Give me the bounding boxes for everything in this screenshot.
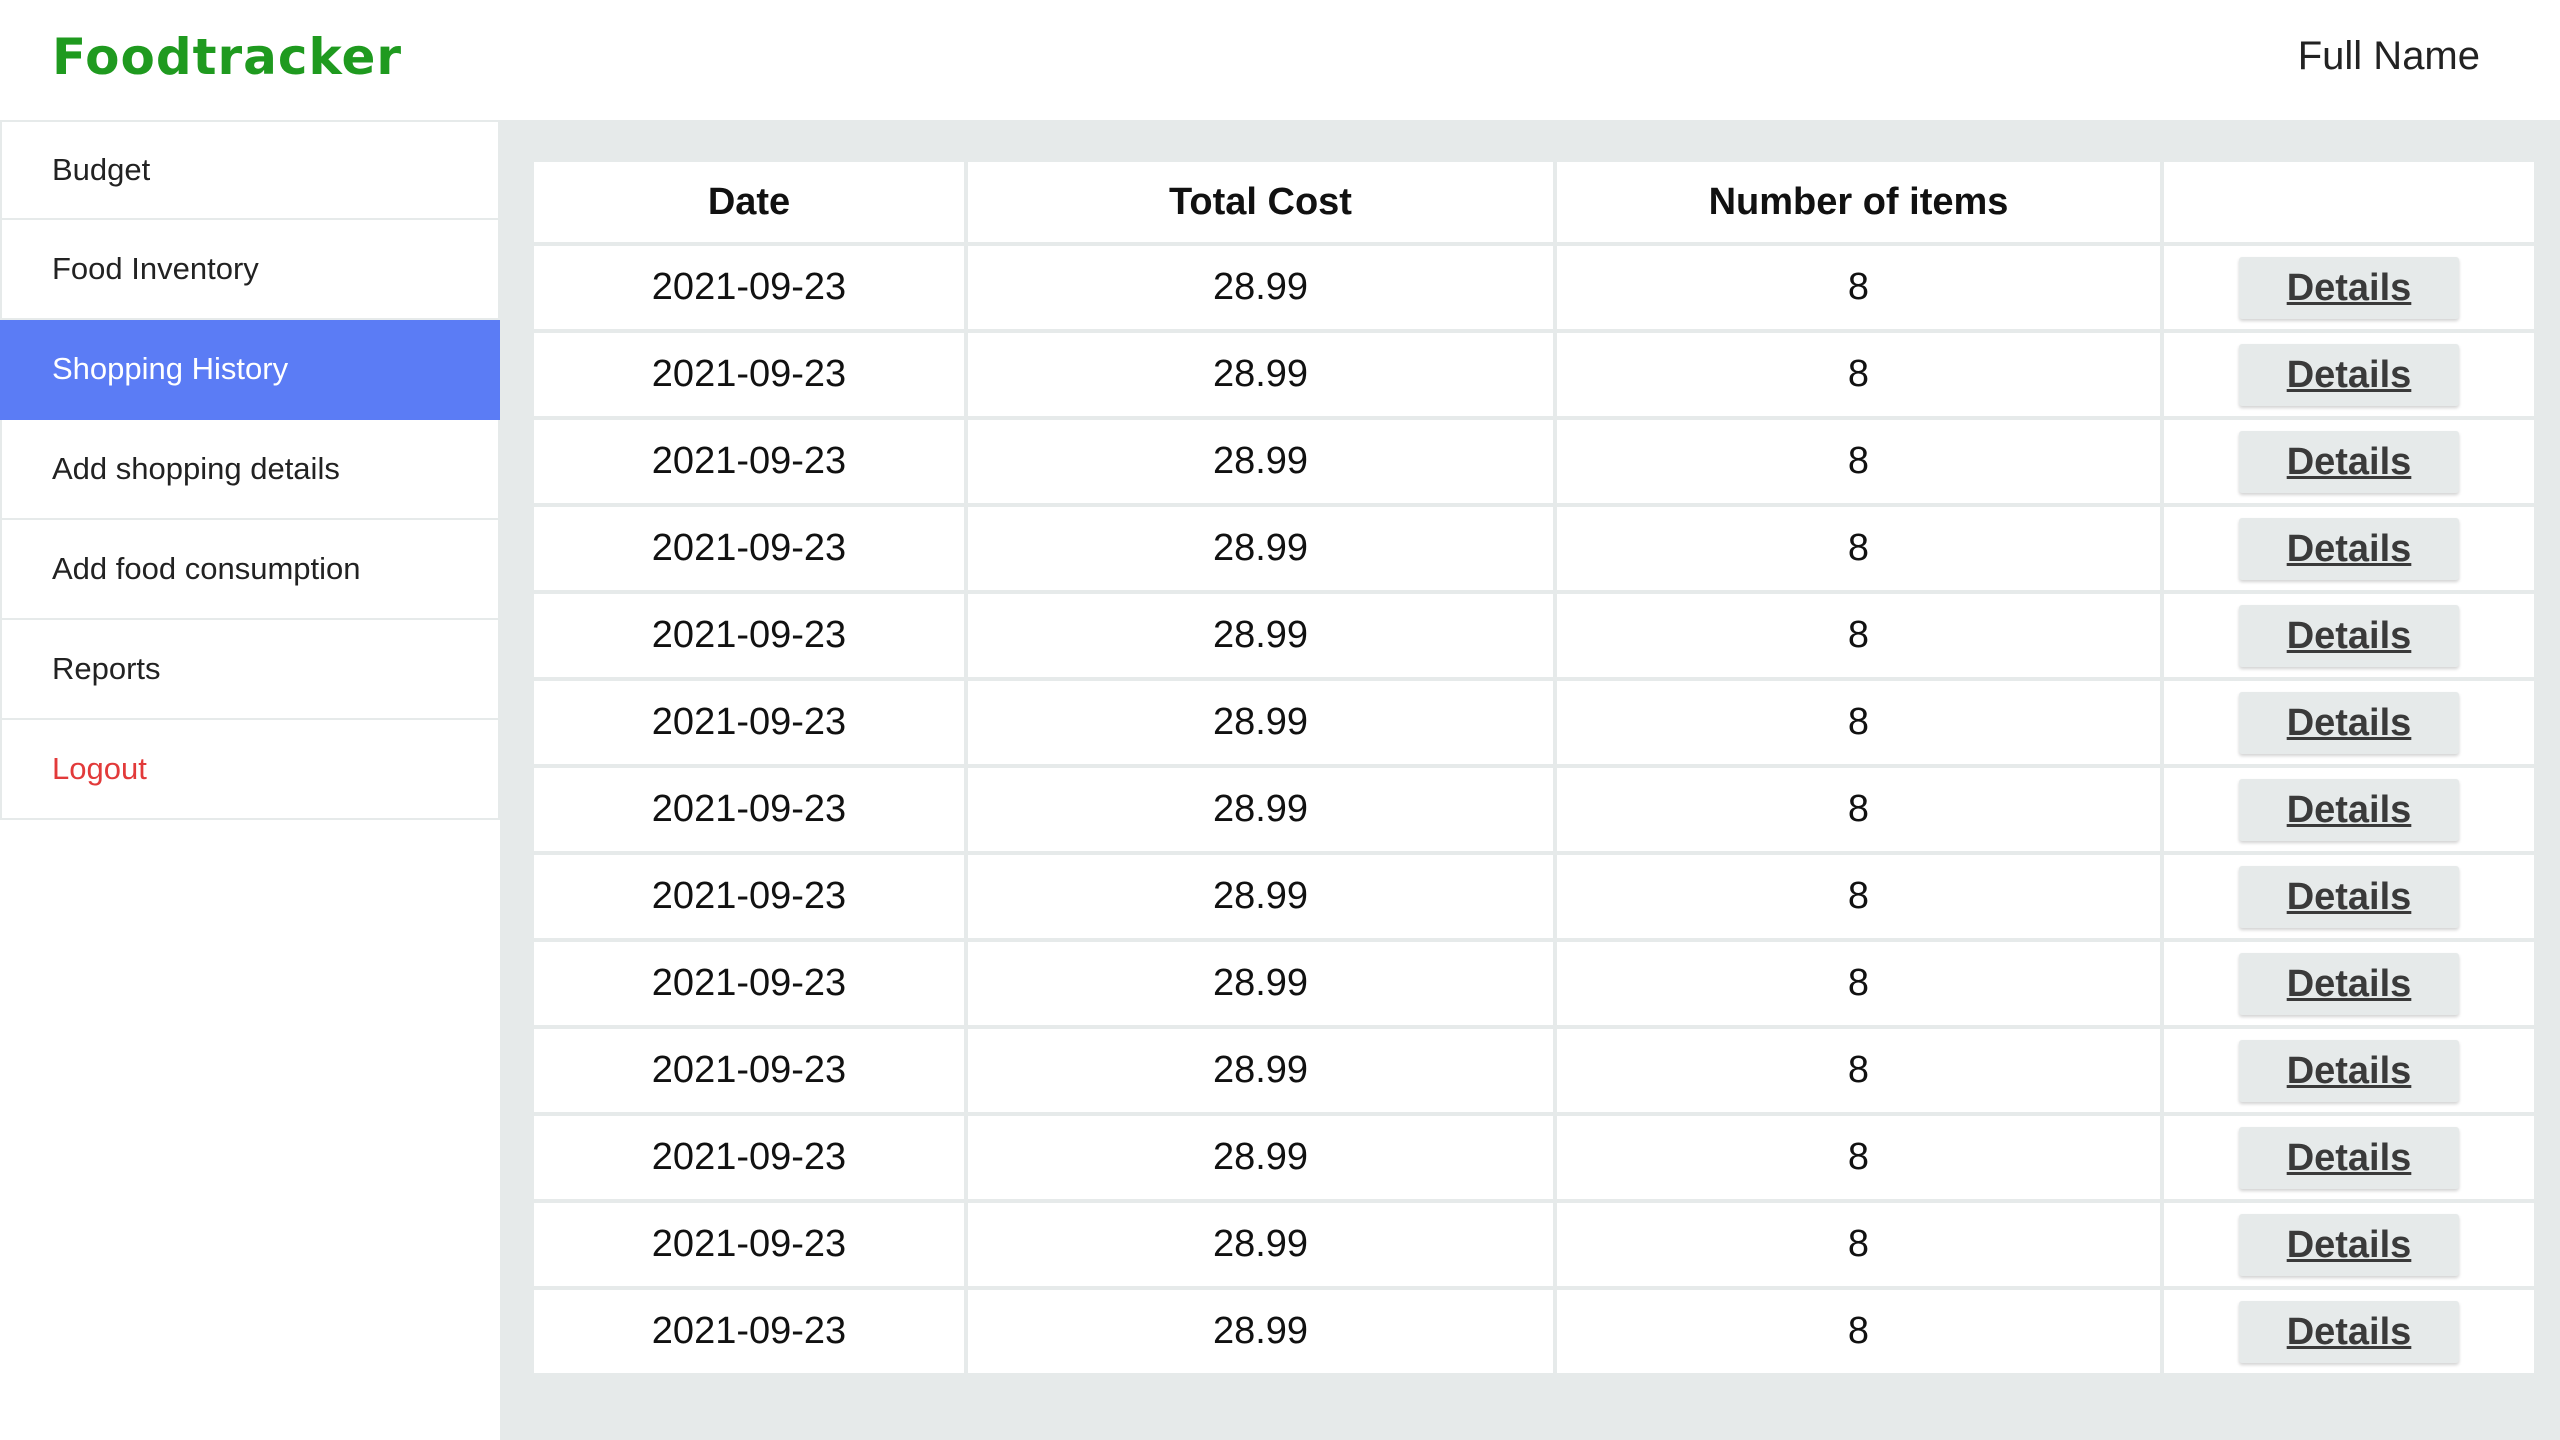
cell-date: 2021-09-23	[534, 768, 964, 851]
cell-total-cost: 28.99	[968, 246, 1553, 329]
cell-number-of-items: 8	[1557, 420, 2160, 503]
table-row: 2021-09-23 28.99 8 Details	[534, 768, 2534, 851]
details-button[interactable]: Details	[2239, 778, 2459, 841]
cell-total-cost: 28.99	[968, 855, 1553, 938]
table-row: 2021-09-23 28.99 8 Details	[534, 246, 2534, 329]
column-header-total-cost: Total Cost	[968, 162, 1553, 242]
cell-total-cost: 28.99	[968, 1203, 1553, 1286]
table-row: 2021-09-23 28.99 8 Details	[534, 681, 2534, 764]
cell-date: 2021-09-23	[534, 420, 964, 503]
cell-total-cost: 28.99	[968, 681, 1553, 764]
main-content: Date Total Cost Number of items 2021-09-…	[500, 120, 2560, 1440]
table-row: 2021-09-23 28.99 8 Details	[534, 1116, 2534, 1199]
details-button[interactable]: Details	[2239, 1213, 2459, 1276]
cell-number-of-items: 8	[1557, 1290, 2160, 1373]
table-row: 2021-09-23 28.99 8 Details	[534, 855, 2534, 938]
cell-date: 2021-09-23	[534, 1290, 964, 1373]
table-row: 2021-09-23 28.99 8 Details	[534, 333, 2534, 416]
details-button[interactable]: Details	[2239, 604, 2459, 667]
cell-action: Details	[2164, 420, 2534, 503]
cell-date: 2021-09-23	[534, 1029, 964, 1112]
column-header-action	[2164, 162, 2534, 242]
cell-number-of-items: 8	[1557, 855, 2160, 938]
brand-logo[interactable]: Foodtracker	[52, 28, 403, 86]
app-header: Foodtracker Full Name	[0, 0, 2560, 120]
sidebar-item-add-food-consumption[interactable]: Add food consumption	[0, 520, 500, 620]
sidebar-item-logout[interactable]: Logout	[0, 720, 500, 820]
details-button[interactable]: Details	[2239, 952, 2459, 1015]
cell-date: 2021-09-23	[534, 507, 964, 590]
sidebar: Budget Food Inventory Shopping History A…	[0, 120, 500, 1440]
cell-date: 2021-09-23	[534, 855, 964, 938]
cell-action: Details	[2164, 507, 2534, 590]
cell-total-cost: 28.99	[968, 768, 1553, 851]
cell-total-cost: 28.99	[968, 1029, 1553, 1112]
details-button[interactable]: Details	[2239, 1126, 2459, 1189]
cell-total-cost: 28.99	[968, 420, 1553, 503]
cell-number-of-items: 8	[1557, 333, 2160, 416]
sidebar-item-shopping-history[interactable]: Shopping History	[0, 320, 500, 420]
column-header-date: Date	[534, 162, 964, 242]
cell-number-of-items: 8	[1557, 246, 2160, 329]
cell-date: 2021-09-23	[534, 246, 964, 329]
table-body: 2021-09-23 28.99 8 Details 2021-09-23 28.99 8 D…	[534, 246, 2534, 1373]
cell-total-cost: 28.99	[968, 594, 1553, 677]
cell-action: Details	[2164, 1116, 2534, 1199]
cell-date: 2021-09-23	[534, 333, 964, 416]
user-name[interactable]: Full Name	[2297, 34, 2480, 78]
cell-number-of-items: 8	[1557, 768, 2160, 851]
sidebar-item-budget[interactable]: Budget	[0, 120, 500, 220]
cell-action: Details	[2164, 855, 2534, 938]
shopping-history-table: Date Total Cost Number of items 2021-09-…	[530, 158, 2538, 1377]
cell-number-of-items: 8	[1557, 594, 2160, 677]
cell-total-cost: 28.99	[968, 333, 1553, 416]
details-button[interactable]: Details	[2239, 865, 2459, 928]
details-button[interactable]: Details	[2239, 691, 2459, 754]
cell-action: Details	[2164, 942, 2534, 1025]
cell-total-cost: 28.99	[968, 507, 1553, 590]
cell-date: 2021-09-23	[534, 1116, 964, 1199]
cell-action: Details	[2164, 246, 2534, 329]
details-button[interactable]: Details	[2239, 1039, 2459, 1102]
table-row: 2021-09-23 28.99 8 Details	[534, 1029, 2534, 1112]
details-button[interactable]: Details	[2239, 517, 2459, 580]
sidebar-item-food-inventory[interactable]: Food Inventory	[0, 220, 500, 320]
table-row: 2021-09-23 28.99 8 Details	[534, 507, 2534, 590]
cell-action: Details	[2164, 768, 2534, 851]
details-button[interactable]: Details	[2239, 256, 2459, 319]
cell-action: Details	[2164, 1290, 2534, 1373]
sidebar-item-reports[interactable]: Reports	[0, 620, 500, 720]
cell-total-cost: 28.99	[968, 942, 1553, 1025]
column-header-number-of-items: Number of items	[1557, 162, 2160, 242]
cell-total-cost: 28.99	[968, 1116, 1553, 1199]
cell-number-of-items: 8	[1557, 942, 2160, 1025]
cell-action: Details	[2164, 1029, 2534, 1112]
cell-number-of-items: 8	[1557, 681, 2160, 764]
cell-date: 2021-09-23	[534, 1203, 964, 1286]
table-row: 2021-09-23 28.99 8 Details	[534, 1203, 2534, 1286]
cell-number-of-items: 8	[1557, 1116, 2160, 1199]
table-row: 2021-09-23 28.99 8 Details	[534, 942, 2534, 1025]
shopping-history-table-container: Date Total Cost Number of items 2021-09-…	[534, 162, 2534, 1373]
cell-action: Details	[2164, 594, 2534, 677]
details-button[interactable]: Details	[2239, 343, 2459, 406]
table-row: 2021-09-23 28.99 8 Details	[534, 420, 2534, 503]
cell-date: 2021-09-23	[534, 594, 964, 677]
cell-action: Details	[2164, 333, 2534, 416]
cell-action: Details	[2164, 681, 2534, 764]
table-header-row: Date Total Cost Number of items	[534, 162, 2534, 242]
cell-number-of-items: 8	[1557, 507, 2160, 590]
table-row: 2021-09-23 28.99 8 Details	[534, 1290, 2534, 1373]
details-button[interactable]: Details	[2239, 1300, 2459, 1363]
cell-total-cost: 28.99	[968, 1290, 1553, 1373]
table-row: 2021-09-23 28.99 8 Details	[534, 594, 2534, 677]
sidebar-item-add-shopping-details[interactable]: Add shopping details	[0, 420, 500, 520]
cell-date: 2021-09-23	[534, 942, 964, 1025]
cell-date: 2021-09-23	[534, 681, 964, 764]
details-button[interactable]: Details	[2239, 430, 2459, 493]
cell-number-of-items: 8	[1557, 1203, 2160, 1286]
cell-number-of-items: 8	[1557, 1029, 2160, 1112]
cell-action: Details	[2164, 1203, 2534, 1286]
